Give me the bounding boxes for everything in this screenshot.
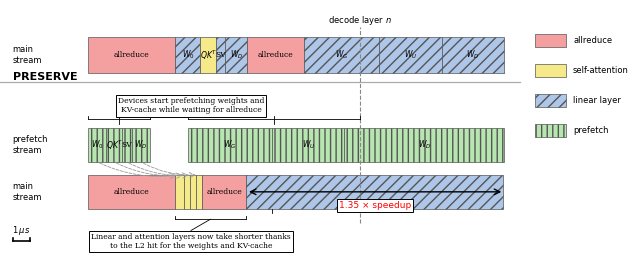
- Text: allreduce: allreduce: [573, 36, 612, 45]
- Text: SV: SV: [122, 141, 132, 149]
- Text: allreduce: allreduce: [258, 51, 294, 59]
- Text: prefetch
stream: prefetch stream: [13, 135, 48, 155]
- FancyBboxPatch shape: [536, 64, 566, 77]
- FancyBboxPatch shape: [304, 37, 379, 73]
- Text: linear layer: linear layer: [573, 96, 621, 105]
- FancyBboxPatch shape: [536, 124, 566, 137]
- FancyBboxPatch shape: [344, 128, 504, 162]
- Text: main
stream: main stream: [13, 182, 42, 201]
- Text: PRESERVE: PRESERVE: [13, 72, 77, 82]
- FancyBboxPatch shape: [175, 175, 184, 209]
- Text: self-attention: self-attention: [573, 66, 629, 75]
- FancyBboxPatch shape: [202, 175, 246, 209]
- FancyBboxPatch shape: [122, 128, 131, 162]
- Text: decode layer $n$: decode layer $n$: [328, 14, 392, 27]
- FancyBboxPatch shape: [216, 37, 225, 73]
- Text: allreduce: allreduce: [114, 188, 149, 196]
- Text: Linear and attention layers now take shorter thanks
to the L2 hit for the weight: Linear and attention layers now take sho…: [91, 233, 291, 250]
- FancyBboxPatch shape: [190, 175, 196, 209]
- FancyBboxPatch shape: [200, 37, 216, 73]
- FancyBboxPatch shape: [442, 37, 504, 73]
- FancyBboxPatch shape: [88, 175, 175, 209]
- FancyBboxPatch shape: [225, 37, 248, 73]
- FancyBboxPatch shape: [379, 37, 442, 73]
- FancyBboxPatch shape: [188, 128, 273, 162]
- Text: main
stream: main stream: [13, 45, 42, 64]
- Text: $W_D$: $W_D$: [418, 139, 431, 151]
- Text: 1.35 × speedup: 1.35 × speedup: [339, 201, 412, 210]
- FancyBboxPatch shape: [536, 34, 566, 47]
- FancyBboxPatch shape: [273, 128, 344, 162]
- FancyBboxPatch shape: [248, 37, 304, 73]
- Text: $W_D$: $W_D$: [134, 139, 148, 151]
- Text: prefetch: prefetch: [573, 126, 609, 135]
- Text: allreduce: allreduce: [114, 51, 149, 59]
- FancyBboxPatch shape: [106, 128, 122, 162]
- Text: $W_D$: $W_D$: [230, 49, 243, 61]
- Text: $W_0$: $W_0$: [182, 49, 194, 61]
- Text: $1\,\mu s$: $1\,\mu s$: [12, 224, 30, 237]
- FancyBboxPatch shape: [131, 128, 150, 162]
- Text: $W_G$: $W_G$: [223, 139, 237, 151]
- Text: $W_U$: $W_U$: [302, 139, 315, 151]
- Text: $W_D$: $W_D$: [466, 49, 479, 61]
- Text: allreduce: allreduce: [206, 188, 242, 196]
- FancyBboxPatch shape: [196, 175, 202, 209]
- FancyBboxPatch shape: [184, 175, 190, 209]
- Text: $W_0$: $W_0$: [91, 139, 104, 151]
- FancyBboxPatch shape: [175, 37, 200, 73]
- Text: Devices start prefetching weights and
KV-cache while waiting for allreduce: Devices start prefetching weights and KV…: [118, 97, 264, 114]
- Text: $QK^T$: $QK^T$: [200, 48, 217, 62]
- FancyBboxPatch shape: [246, 175, 503, 209]
- FancyBboxPatch shape: [88, 37, 175, 73]
- FancyBboxPatch shape: [88, 128, 106, 162]
- Text: SV: SV: [216, 51, 226, 59]
- Text: $W_U$: $W_U$: [404, 49, 417, 61]
- FancyBboxPatch shape: [536, 94, 566, 107]
- Text: $W_G$: $W_G$: [335, 49, 348, 61]
- Text: $QK^T$: $QK^T$: [106, 138, 123, 152]
